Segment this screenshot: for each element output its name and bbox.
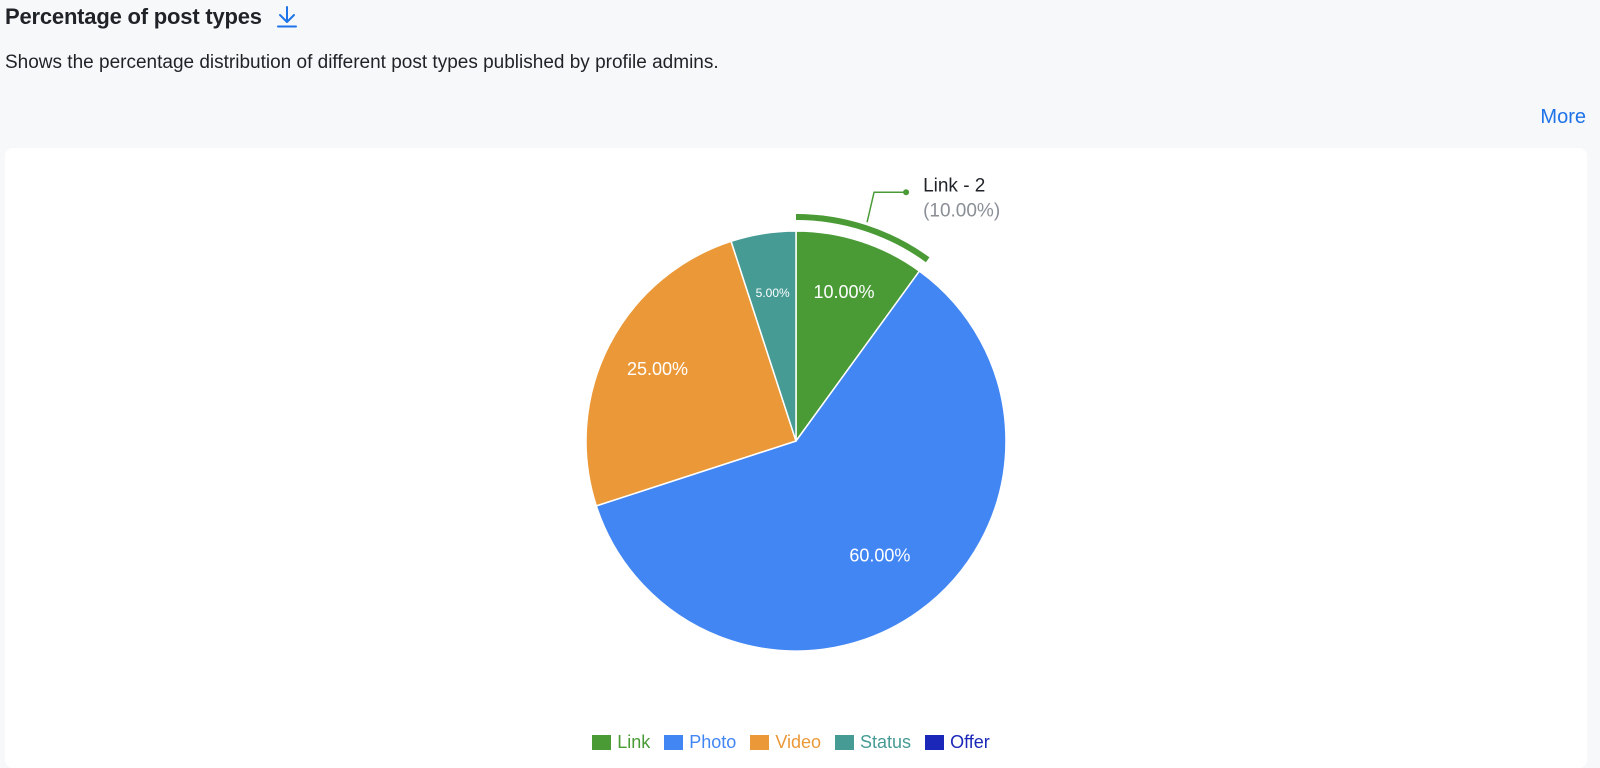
legend-label: Video <box>775 732 822 752</box>
legend-label: Photo <box>689 732 737 752</box>
legend-item-photo[interactable]: Photo <box>664 732 736 753</box>
legend-item-status[interactable]: Status <box>835 732 911 753</box>
chart-description: Shows the percentage distribution of dif… <box>5 52 719 73</box>
chart-legend: Link Photo Video Status Offer <box>0 732 1582 753</box>
callout-dot <box>903 189 910 196</box>
legend-swatch <box>925 735 945 750</box>
chart-title: Percentage of post types <box>5 4 262 29</box>
callout-title: Link - 2 <box>923 175 985 196</box>
legend-item-offer[interactable]: Offer <box>925 732 990 753</box>
more-link[interactable]: More <box>1540 106 1586 128</box>
chart-header: Percentage of post types <box>5 4 300 30</box>
slice-label-photo: 60.00% <box>849 545 910 565</box>
legend-swatch <box>664 735 684 750</box>
pie-slice-link[interactable] <box>795 230 921 444</box>
callout-percent: (10.00%) <box>923 200 1000 221</box>
legend-item-link[interactable]: Link <box>592 732 650 753</box>
legend-swatch <box>592 735 612 750</box>
slice-label-video: 25.00% <box>627 359 688 379</box>
legend-label: Status <box>860 732 912 752</box>
legend-label: Offer <box>950 732 990 752</box>
legend-label: Link <box>617 732 651 752</box>
pie-slice-video[interactable] <box>585 240 797 507</box>
slice-label-link: 10.00% <box>813 282 874 302</box>
download-button[interactable] <box>274 4 300 30</box>
highlight-arc <box>795 214 930 263</box>
callout-line <box>866 191 907 223</box>
legend-swatch <box>750 735 770 750</box>
pie-slice-status[interactable] <box>730 230 797 442</box>
legend-swatch <box>835 735 855 750</box>
legend-item-video[interactable]: Video <box>750 732 821 753</box>
download-icon <box>276 6 297 28</box>
pie-slice-photo[interactable] <box>595 270 1007 652</box>
slice-label-status: 5.00% <box>756 286 790 300</box>
